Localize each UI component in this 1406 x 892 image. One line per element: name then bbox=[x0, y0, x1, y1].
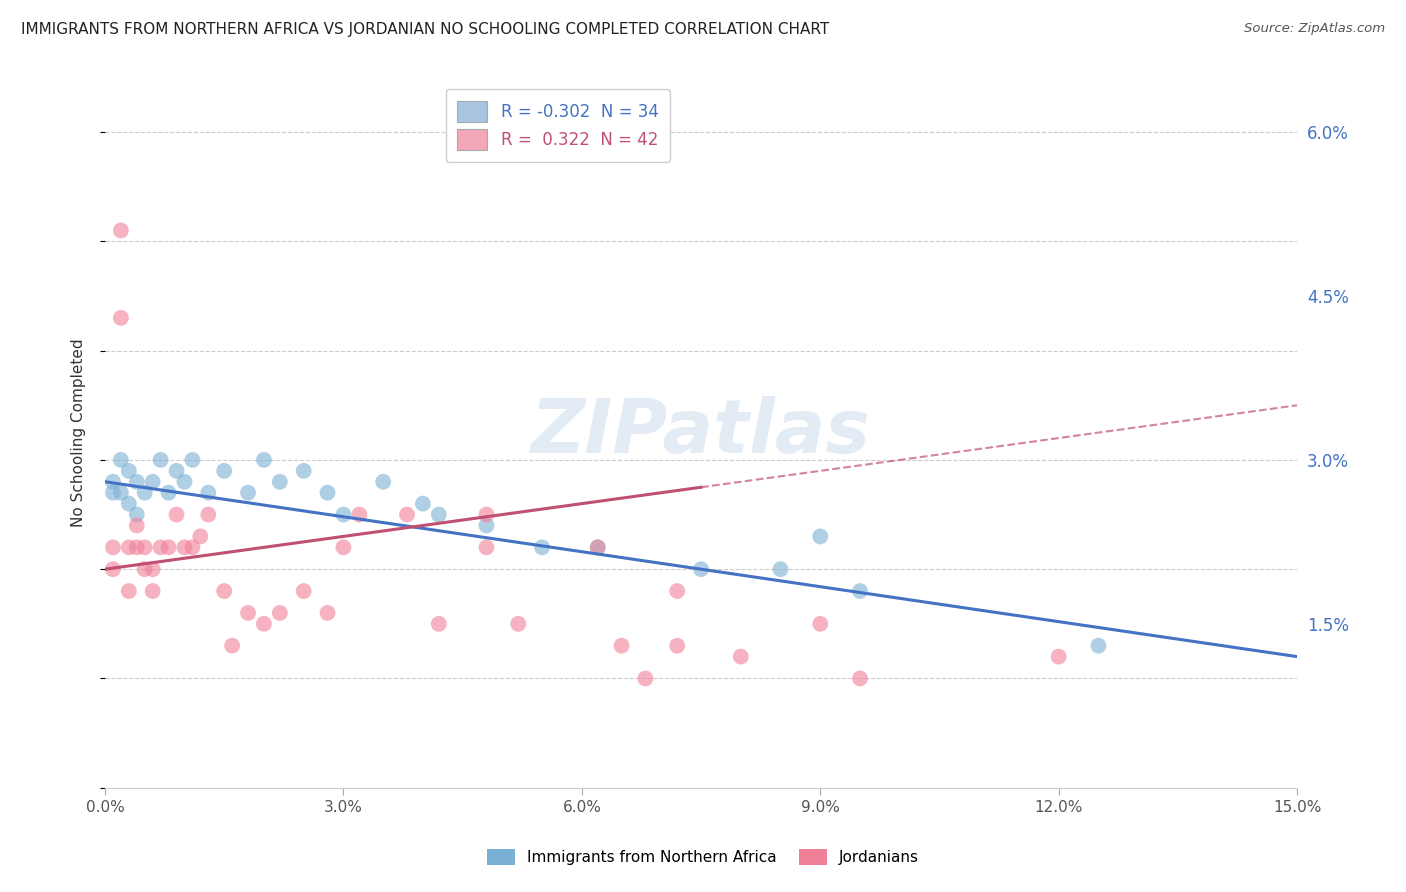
Point bbox=[395, 508, 418, 522]
Point bbox=[610, 639, 633, 653]
Point bbox=[149, 453, 172, 467]
Point bbox=[253, 616, 276, 631]
Point bbox=[110, 223, 132, 237]
Point bbox=[373, 475, 395, 489]
Point bbox=[508, 616, 530, 631]
Point bbox=[690, 562, 713, 576]
Point bbox=[149, 541, 172, 555]
Point bbox=[101, 541, 124, 555]
Text: ZIPatlas: ZIPatlas bbox=[531, 396, 872, 469]
Point bbox=[332, 508, 354, 522]
Point bbox=[427, 508, 450, 522]
Point bbox=[475, 518, 498, 533]
Point bbox=[849, 584, 872, 599]
Point bbox=[808, 616, 831, 631]
Point bbox=[269, 475, 291, 489]
Point bbox=[166, 464, 188, 478]
Point bbox=[808, 529, 831, 543]
Point bbox=[125, 475, 148, 489]
Point bbox=[730, 649, 752, 664]
Point bbox=[292, 584, 315, 599]
Point bbox=[142, 584, 165, 599]
Point bbox=[269, 606, 291, 620]
Point bbox=[110, 453, 132, 467]
Point bbox=[125, 508, 148, 522]
Point bbox=[134, 541, 156, 555]
Point bbox=[349, 508, 371, 522]
Point bbox=[475, 541, 498, 555]
Point bbox=[1047, 649, 1070, 664]
Point bbox=[427, 616, 450, 631]
Point bbox=[181, 453, 204, 467]
Point bbox=[142, 475, 165, 489]
Point bbox=[190, 529, 212, 543]
Point bbox=[586, 541, 609, 555]
Point bbox=[101, 475, 124, 489]
Point bbox=[197, 485, 219, 500]
Point bbox=[101, 562, 124, 576]
Point bbox=[212, 464, 235, 478]
Legend: Immigrants from Northern Africa, Jordanians: Immigrants from Northern Africa, Jordani… bbox=[481, 843, 925, 871]
Legend: R = -0.302  N = 34, R =  0.322  N = 42: R = -0.302 N = 34, R = 0.322 N = 42 bbox=[446, 89, 671, 162]
Text: IMMIGRANTS FROM NORTHERN AFRICA VS JORDANIAN NO SCHOOLING COMPLETED CORRELATION : IMMIGRANTS FROM NORTHERN AFRICA VS JORDA… bbox=[21, 22, 830, 37]
Point bbox=[221, 639, 243, 653]
Point bbox=[849, 672, 872, 686]
Point bbox=[332, 541, 354, 555]
Point bbox=[110, 485, 132, 500]
Point bbox=[475, 508, 498, 522]
Point bbox=[253, 453, 276, 467]
Point bbox=[197, 508, 219, 522]
Point bbox=[292, 464, 315, 478]
Point bbox=[316, 485, 339, 500]
Text: Source: ZipAtlas.com: Source: ZipAtlas.com bbox=[1244, 22, 1385, 36]
Point bbox=[212, 584, 235, 599]
Point bbox=[110, 310, 132, 325]
Point bbox=[134, 562, 156, 576]
Point bbox=[586, 541, 609, 555]
Point bbox=[125, 518, 148, 533]
Point bbox=[173, 475, 195, 489]
Point bbox=[236, 606, 259, 620]
Point bbox=[236, 485, 259, 500]
Point bbox=[166, 508, 188, 522]
Point bbox=[181, 541, 204, 555]
Point bbox=[531, 541, 554, 555]
Point bbox=[118, 541, 141, 555]
Y-axis label: No Schooling Completed: No Schooling Completed bbox=[72, 338, 86, 527]
Point bbox=[634, 672, 657, 686]
Point bbox=[316, 606, 339, 620]
Point bbox=[769, 562, 792, 576]
Point bbox=[118, 584, 141, 599]
Point bbox=[134, 485, 156, 500]
Point bbox=[666, 584, 689, 599]
Point bbox=[173, 541, 195, 555]
Point bbox=[142, 562, 165, 576]
Point bbox=[1087, 639, 1109, 653]
Point bbox=[101, 485, 124, 500]
Point bbox=[157, 485, 180, 500]
Point bbox=[157, 541, 180, 555]
Point bbox=[666, 639, 689, 653]
Point bbox=[118, 464, 141, 478]
Point bbox=[118, 497, 141, 511]
Point bbox=[412, 497, 434, 511]
Point bbox=[125, 541, 148, 555]
